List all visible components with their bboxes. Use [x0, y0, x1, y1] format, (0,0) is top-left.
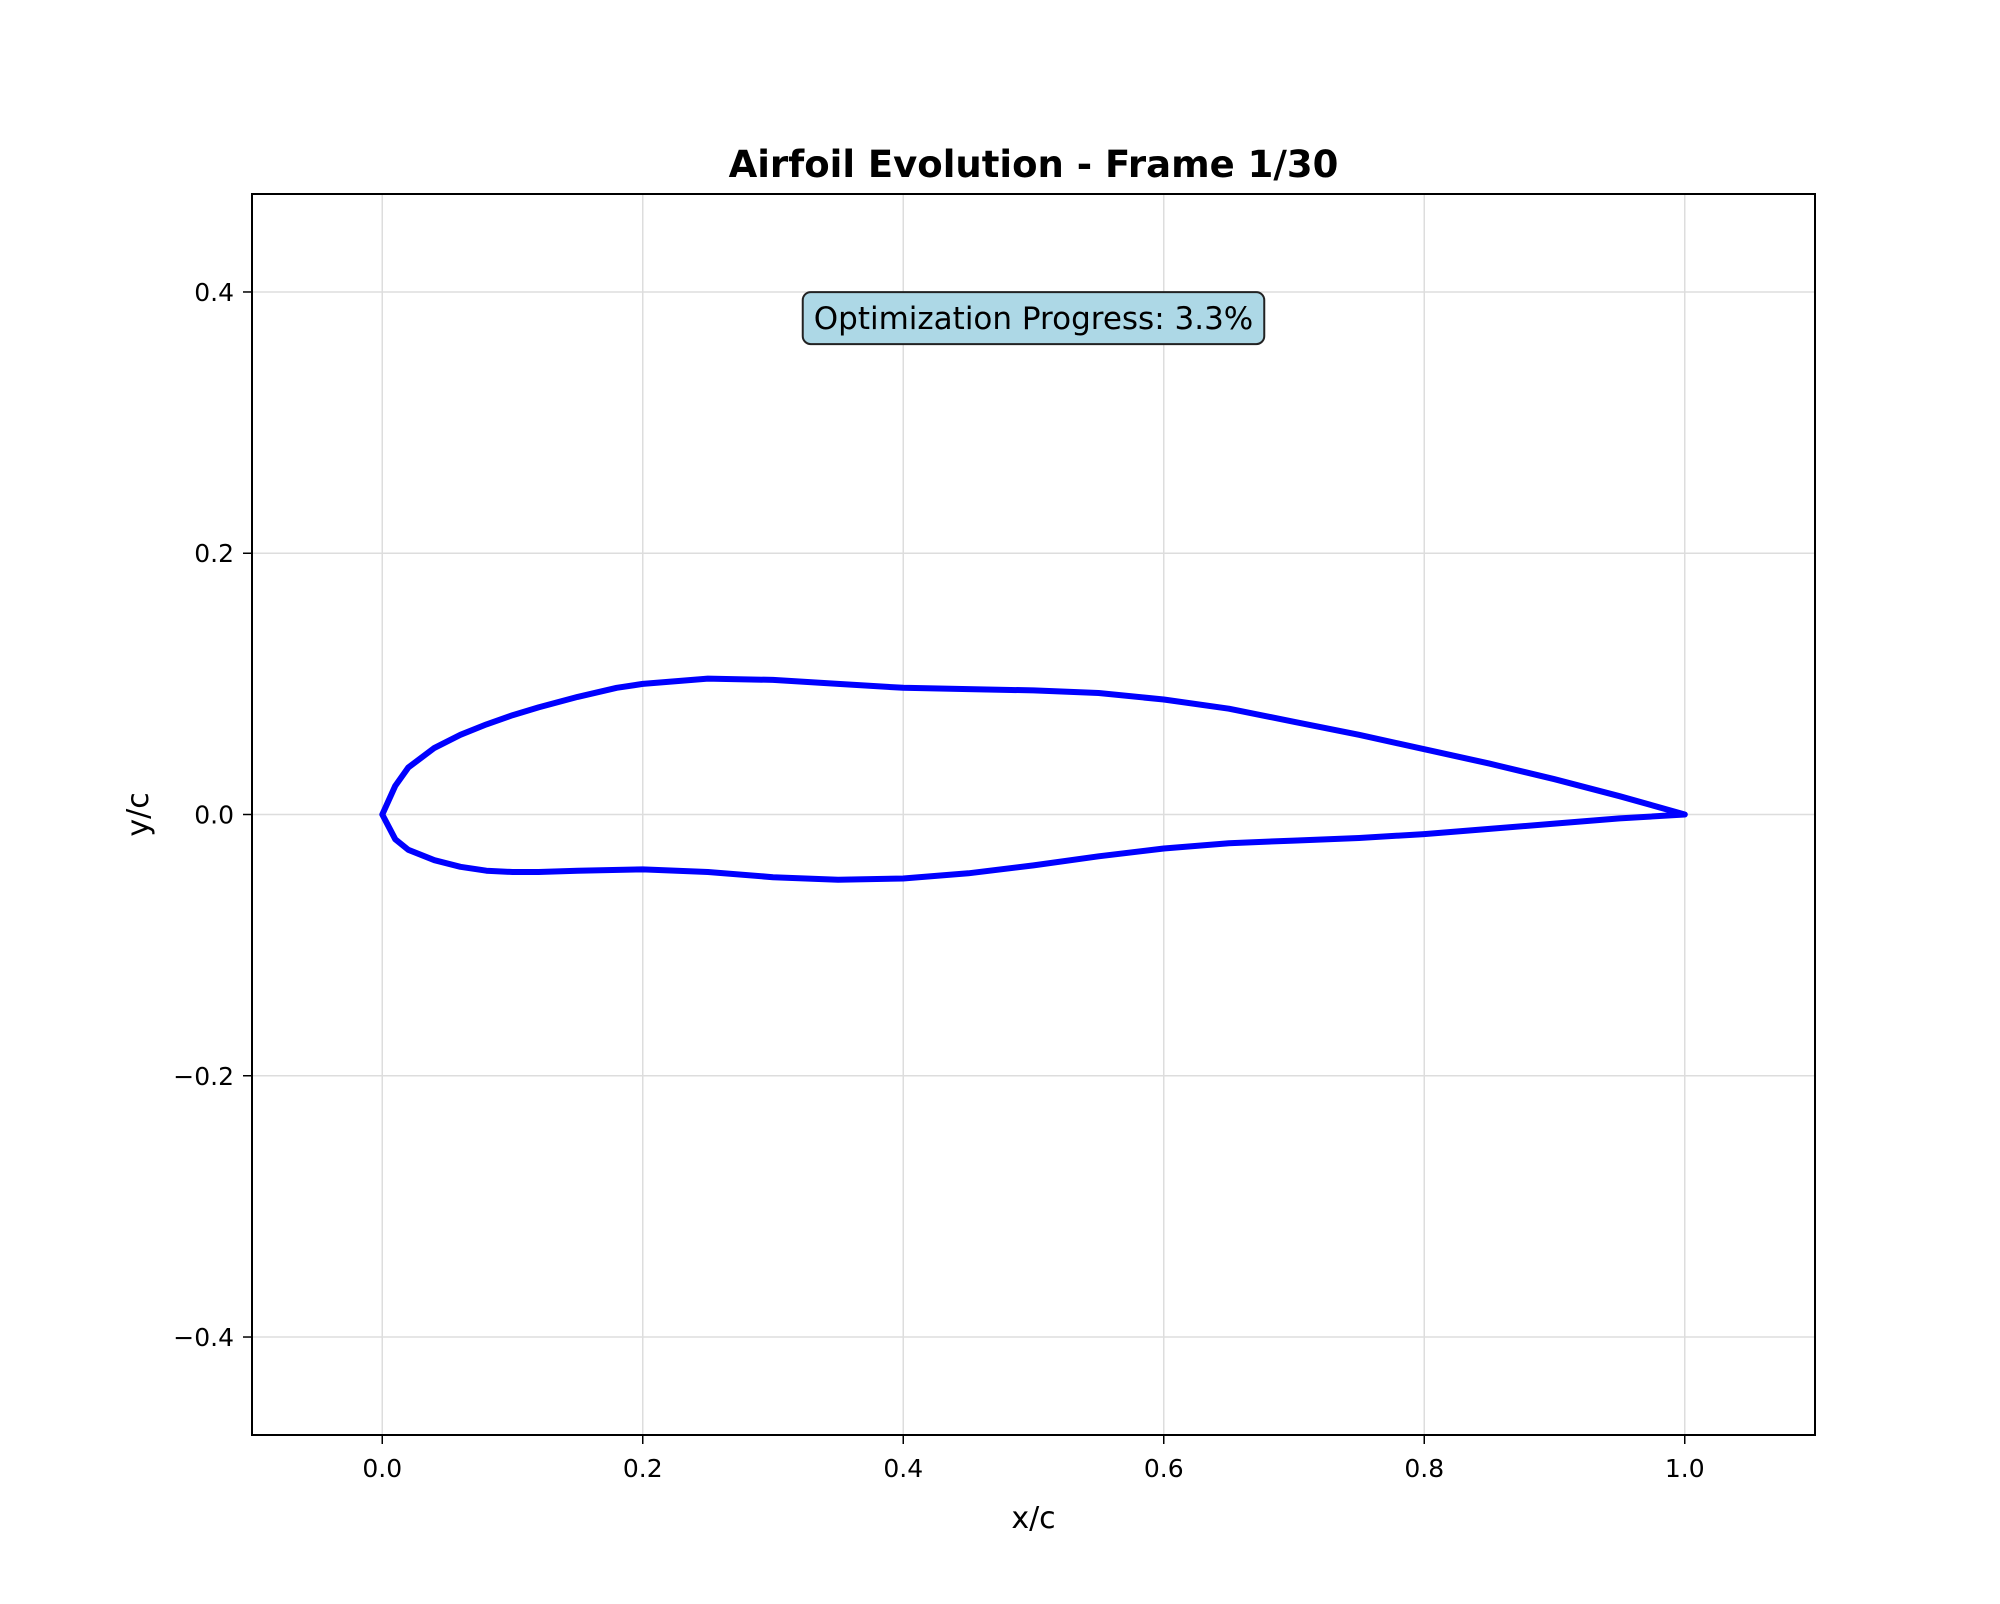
chart-title: Airfoil Evolution - Frame 1/30	[729, 143, 1339, 186]
y-tick-label: −0.4	[173, 1323, 234, 1352]
series-layer	[379, 675, 1688, 883]
y-tick-label: 0.4	[194, 278, 234, 307]
progress-annotation: Optimization Progress: 3.3%	[801, 291, 1266, 346]
x-axis-label: x/c	[1011, 1501, 1055, 1536]
x-tick-label: 0.8	[1404, 1454, 1444, 1483]
x-tick-label: 0.0	[362, 1454, 402, 1483]
progress-annotation-text: Optimization Progress: 3.3%	[814, 301, 1254, 337]
y-tick-label: 0.0	[194, 801, 234, 830]
x-tick-label: 0.6	[1144, 1454, 1184, 1483]
y-tick-label: 0.2	[194, 539, 234, 568]
y-tick-label: −0.2	[173, 1062, 234, 1091]
x-axis-ticks: 0.0 0.2 0.4 0.6 0.8 1.0	[362, 1435, 1705, 1483]
x-tick-label: 0.2	[623, 1454, 663, 1483]
x-tick-label: 0.4	[883, 1454, 923, 1483]
progress-annotation-box	[801, 291, 1266, 346]
x-tick-label: 1.0	[1665, 1454, 1705, 1483]
y-axis-label: y/c	[121, 792, 156, 836]
airfoil-outline-line	[379, 675, 1688, 883]
y-axis-ticks: −0.4 −0.2 0.0 0.2 0.4	[173, 278, 252, 1352]
